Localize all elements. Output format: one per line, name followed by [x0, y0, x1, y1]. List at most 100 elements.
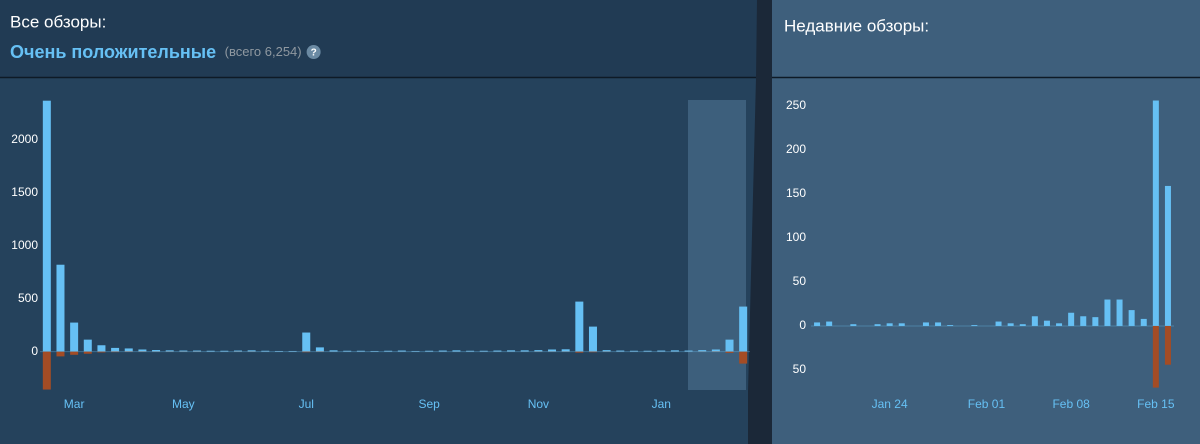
bar — [493, 350, 502, 352]
bar — [329, 350, 338, 352]
bar — [1164, 185, 1171, 326]
bar — [220, 350, 229, 352]
bar — [1104, 299, 1111, 326]
bar — [83, 339, 92, 352]
bar — [995, 321, 1002, 326]
bar — [874, 324, 881, 326]
bar — [575, 351, 584, 353]
x-tick-label: May — [172, 397, 195, 411]
bar — [947, 325, 954, 326]
bar — [343, 350, 352, 352]
bar — [922, 322, 929, 326]
bar — [479, 350, 488, 352]
bar — [698, 350, 707, 352]
help-icon[interactable]: ? — [306, 45, 321, 59]
y-tick-label: 2000 — [11, 132, 38, 146]
bar — [520, 350, 529, 352]
bar — [179, 350, 188, 352]
y-tick-label: 500 — [18, 291, 38, 305]
all-reviews-title: Все обзоры: — [10, 12, 106, 31]
y-tick-label: 50 — [793, 274, 807, 288]
bar — [425, 350, 434, 352]
bar — [83, 351, 92, 354]
bar — [302, 351, 311, 353]
bar — [1152, 325, 1159, 388]
bar — [826, 321, 833, 326]
bar — [1056, 323, 1063, 326]
bar — [1031, 316, 1038, 326]
y-tick-label: 200 — [786, 142, 806, 156]
bar — [261, 350, 270, 352]
review-summary-line: Очень положительные (всего 6,254) — [10, 42, 302, 62]
panel-divider — [748, 0, 772, 444]
bar — [370, 350, 379, 352]
bar — [138, 349, 147, 352]
recent-reviews-panel — [772, 0, 1200, 444]
bar — [657, 350, 666, 352]
bar — [548, 349, 557, 352]
bar — [507, 350, 516, 352]
bar — [670, 350, 679, 352]
bar — [452, 350, 461, 352]
bar — [97, 345, 106, 352]
bar — [575, 301, 584, 352]
bar — [384, 350, 393, 352]
bar — [111, 351, 120, 353]
x-tick-label: Jul — [299, 397, 314, 411]
bar — [42, 351, 51, 390]
recent-range-highlight — [688, 100, 746, 390]
bar — [97, 351, 106, 353]
help-mark[interactable]: ? — [311, 48, 317, 59]
bar — [70, 351, 79, 355]
x-tick-label: Jan 24 — [872, 397, 908, 411]
bar — [70, 322, 79, 352]
bar — [850, 324, 857, 326]
bar — [1043, 320, 1050, 326]
bar — [561, 349, 570, 352]
y-tick-label: 50 — [793, 362, 807, 376]
bar — [629, 350, 638, 352]
bar — [1092, 317, 1099, 326]
x-tick-label: Jan — [652, 397, 671, 411]
bar — [165, 350, 174, 352]
bar — [1116, 299, 1123, 326]
bar — [1128, 310, 1135, 326]
bar — [233, 350, 242, 352]
y-tick-label: 250 — [786, 98, 806, 112]
bar — [152, 350, 161, 352]
bar — [288, 350, 297, 352]
bar — [1080, 316, 1087, 326]
bar — [898, 323, 905, 326]
help-circle[interactable] — [306, 45, 321, 59]
y-tick-label: 0 — [31, 344, 38, 358]
bar — [302, 332, 311, 352]
bar — [1140, 318, 1147, 326]
bar — [466, 350, 475, 352]
bar — [411, 350, 420, 352]
bar — [315, 347, 324, 352]
y-tick-label: 0 — [799, 318, 806, 332]
x-tick-label: Sep — [418, 397, 440, 411]
bar — [739, 306, 748, 352]
recent-reviews-title: Недавние обзоры: — [784, 16, 929, 35]
y-tick-label: 1500 — [11, 185, 38, 199]
bar — [1068, 312, 1075, 326]
bar — [935, 322, 942, 326]
y-tick-label: 1000 — [11, 238, 38, 252]
bar — [602, 350, 611, 352]
bar — [438, 350, 447, 352]
bar — [725, 339, 734, 352]
x-tick-label: Feb 01 — [968, 397, 1006, 411]
x-tick-label: Mar — [64, 397, 85, 411]
bar — [886, 323, 893, 326]
bar — [739, 351, 748, 364]
bar — [274, 350, 283, 352]
bar — [42, 100, 51, 352]
bar — [1019, 324, 1026, 326]
bar — [971, 325, 978, 326]
review-summary: Очень положительные — [10, 42, 216, 62]
bar — [684, 350, 693, 352]
bar — [111, 347, 120, 352]
bar — [124, 348, 133, 352]
bar — [814, 322, 821, 326]
